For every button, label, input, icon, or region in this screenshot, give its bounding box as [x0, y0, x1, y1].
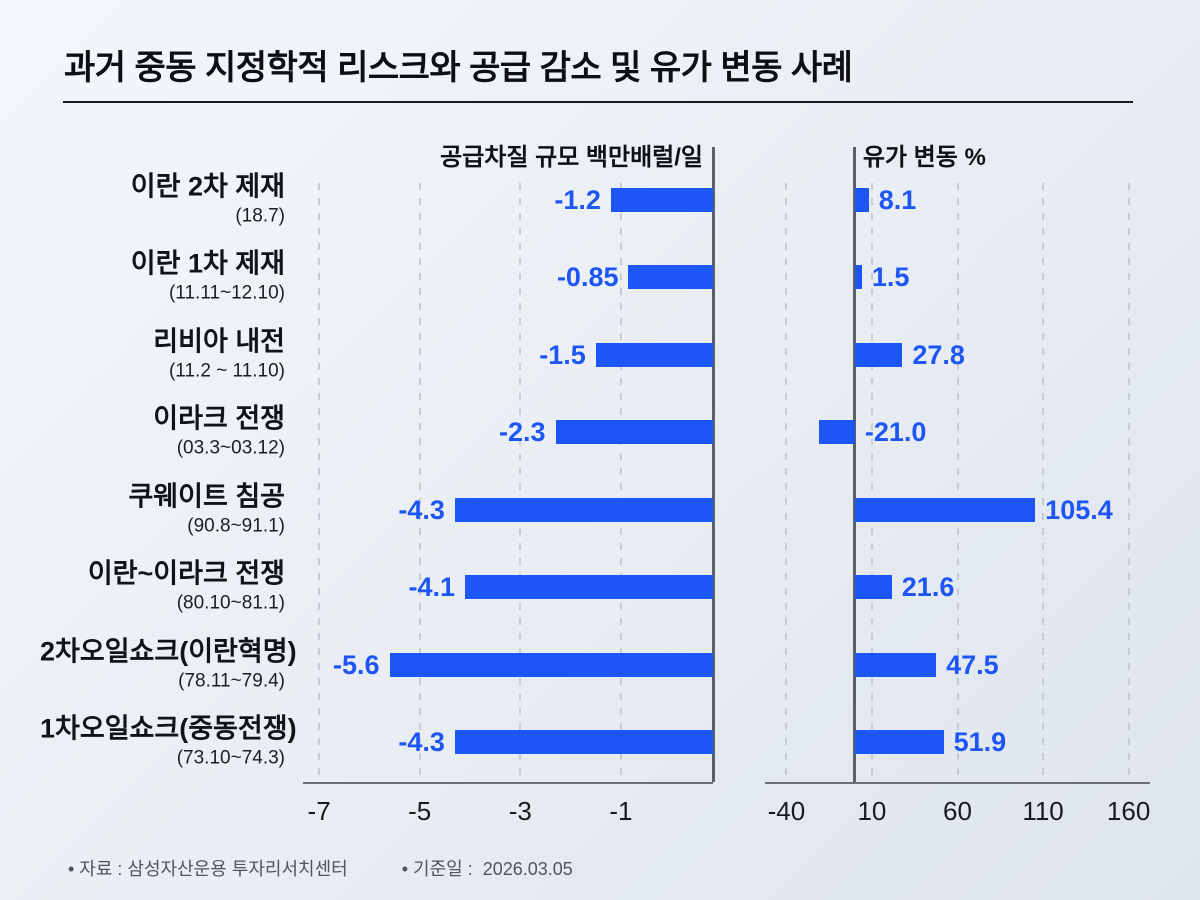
price-value-label: 47.5 — [946, 649, 999, 680]
gridline — [1042, 183, 1045, 782]
category-label: 이란~이라크 전쟁 (80.10~81.1) — [40, 559, 285, 616]
price-bar — [854, 265, 862, 290]
price-bar — [818, 420, 855, 445]
category-period: (78.11~79.4) — [178, 670, 285, 692]
category-label: 리비아 내전 (11.2 ~ 11.10) — [40, 326, 285, 383]
gridline — [418, 183, 421, 782]
category-name: 이란 2차 제재 — [130, 171, 285, 202]
price-bar — [854, 187, 869, 212]
category-name: 쿠웨이트 침공 — [128, 481, 285, 512]
footer-basis-date: • 기준일 : 2026.03.05 — [401, 859, 573, 879]
supply-value-label: -0.85 — [556, 262, 619, 293]
price-value-label: 1.5 — [871, 262, 910, 293]
category-label: 1차오일쇼크(중동전쟁) (73.10~74.3) — [40, 713, 297, 771]
gridline — [519, 183, 522, 782]
category-name: 2차오일쇼크(이란혁명) — [40, 636, 297, 667]
category-period: (03.3~03.12) — [176, 437, 285, 459]
page-title: 과거 중동 지정학적 리스크와 공급 감소 및 유가 변동 사례 — [64, 49, 853, 87]
title-divider — [63, 101, 1133, 103]
supply-bar — [555, 420, 713, 445]
category-period: (80.10~81.1) — [176, 592, 285, 614]
category-label: 이란 1차 제재 (11.11~12.10) — [40, 249, 285, 306]
gridline — [785, 183, 788, 782]
supply-value-label: -2.3 — [499, 417, 546, 448]
price-value-label: 21.6 — [901, 572, 955, 603]
gridline — [870, 183, 873, 782]
supply-chart-panel: 공급차질 규모 백만배럴/일 -1.2 -0.85 -1.5 -2.3 -4.3 -4.1 -… — [303, 144, 715, 826]
price-chart-panel: 유가 변동 % 8.1 1.5 27.8 -21.0 105.4 21.6 47.5 51.9 -… — [765, 144, 1150, 826]
tick-label: -3 — [508, 796, 532, 826]
supply-bar — [628, 265, 713, 290]
category-period: (90.8~91.1) — [187, 515, 285, 537]
category-period: (11.11~12.10) — [168, 282, 285, 304]
gridline — [318, 183, 321, 782]
supply-zero-axis-line — [711, 147, 715, 782]
tick-label: -1 — [609, 796, 633, 826]
category-label: 2차오일쇼크(이란혁명) (78.11~79.4) — [40, 636, 297, 693]
category-name: 이라크 전쟁 — [153, 403, 285, 434]
supply-value-label: -1.2 — [554, 184, 601, 215]
supply-bar — [454, 497, 713, 522]
category-period: (11.2 ~ 11.10) — [168, 360, 285, 382]
category-name: 리비아 내전 — [153, 326, 285, 357]
price-bar — [854, 342, 903, 367]
tick-label: -40 — [767, 796, 806, 826]
supply-axis-title: 공급차질 규모 백만배럴/일 — [440, 144, 703, 171]
gridline — [1127, 183, 1130, 782]
tick-label: -7 — [307, 796, 331, 826]
gridline — [619, 183, 622, 782]
supply-bar — [454, 730, 713, 755]
tick-label: -5 — [408, 796, 432, 826]
supply-value-label: -1.5 — [539, 339, 586, 370]
category-period: (73.10~74.3) — [176, 747, 285, 769]
supply-bar — [595, 342, 713, 367]
footer: • 자료 : 삼성자산운용 투자리서치센터 • 기준일 : 2026.03.05 — [68, 855, 573, 881]
supply-bar — [389, 652, 713, 677]
price-bar — [854, 730, 944, 755]
supply-bar — [610, 187, 713, 212]
category-period: (18.7) — [235, 205, 285, 227]
category-label: 이라크 전쟁 (03.3~03.12) — [40, 404, 285, 461]
price-value-label: 105.4 — [1045, 494, 1113, 525]
category-label: 쿠웨이트 침공 (90.8~91.1) — [40, 481, 285, 538]
price-bar — [854, 652, 937, 677]
category-labels: 이란 2차 제재 (18.7) 이란 1차 제재 (11.11~12.10) 리비아 내… — [40, 147, 297, 784]
price-bar — [854, 575, 892, 600]
tick-label: 160 — [1106, 796, 1151, 826]
supply-value-label: -4.3 — [398, 727, 445, 758]
price-bar — [854, 497, 1036, 522]
price-zero-axis-line — [853, 147, 857, 782]
category-label: 이란 2차 제재 (18.7) — [40, 171, 285, 228]
price-value-label: -21.0 — [864, 417, 927, 448]
footer-source: • 자료 : 삼성자산운용 투자리서치센터 — [68, 859, 348, 879]
tick-label: 60 — [943, 796, 972, 826]
gridline — [956, 183, 959, 782]
price-value-label: 27.8 — [912, 339, 965, 370]
supply-value-label: -5.6 — [333, 649, 380, 680]
price-value-label: 51.9 — [953, 727, 1007, 758]
supply-value-label: -4.1 — [408, 572, 455, 603]
category-name: 이란 1차 제재 — [130, 248, 285, 279]
price-value-label: 8.1 — [878, 184, 917, 215]
supply-value-label: -4.3 — [398, 494, 445, 525]
category-name: 이란~이라크 전쟁 — [87, 558, 285, 589]
tick-label: 10 — [857, 796, 887, 826]
supply-bar — [464, 575, 713, 600]
price-axis-title: 유가 변동 % — [862, 144, 986, 171]
category-name: 1차오일쇼크(중동전쟁) — [40, 713, 297, 744]
tick-label: 110 — [1022, 796, 1064, 826]
